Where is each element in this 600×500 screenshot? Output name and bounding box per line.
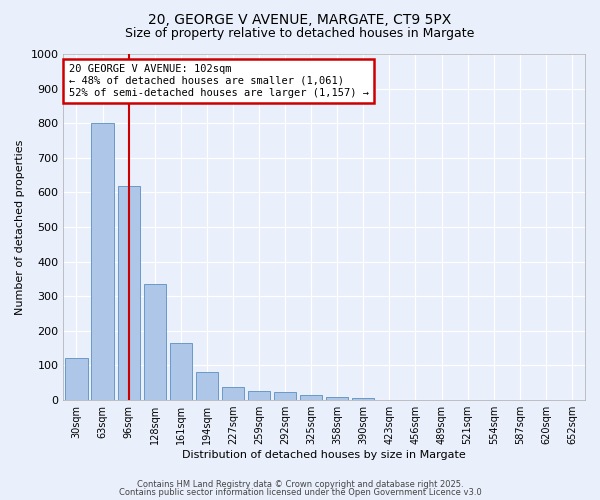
Bar (326, 398, 349, 400)
Text: Contains HM Land Registry data © Crown copyright and database right 2025.: Contains HM Land Registry data © Crown c… (137, 480, 463, 489)
Bar (118, 186, 140, 400)
Text: Size of property relative to detached houses in Margate: Size of property relative to detached ho… (125, 28, 475, 40)
Bar (274, 392, 296, 400)
Text: 20 GEORGE V AVENUE: 102sqm
← 48% of detached houses are smaller (1,061)
52% of s: 20 GEORGE V AVENUE: 102sqm ← 48% of deta… (68, 64, 368, 98)
Bar (65, 358, 88, 400)
Bar (91, 123, 113, 400)
X-axis label: Distribution of detached houses by size in Margate: Distribution of detached houses by size … (182, 450, 466, 460)
Bar (248, 390, 270, 400)
Bar (196, 372, 218, 400)
Bar (352, 398, 374, 400)
Bar (170, 343, 192, 400)
Text: Contains public sector information licensed under the Open Government Licence v3: Contains public sector information licen… (119, 488, 481, 497)
Bar (222, 387, 244, 400)
Bar (143, 284, 166, 400)
Y-axis label: Number of detached properties: Number of detached properties (15, 140, 25, 314)
Bar (300, 395, 322, 400)
Text: 20, GEORGE V AVENUE, MARGATE, CT9 5PX: 20, GEORGE V AVENUE, MARGATE, CT9 5PX (148, 12, 452, 26)
